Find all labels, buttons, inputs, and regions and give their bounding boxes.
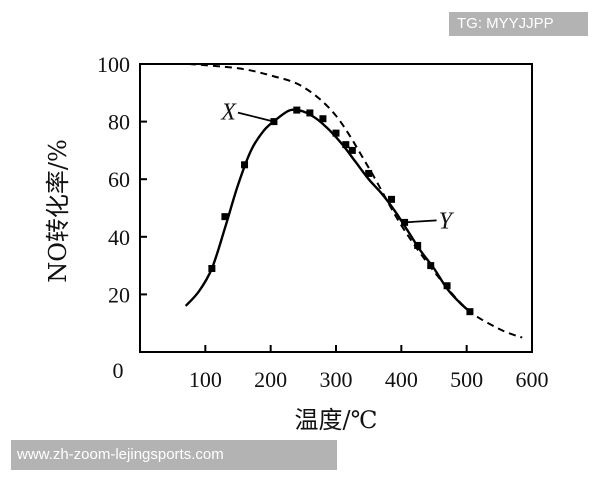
dashed-series-line	[188, 63, 523, 339]
data-point-marker	[319, 115, 327, 123]
y-tick-label: 80	[108, 110, 130, 135]
annotation-layer: XY	[220, 100, 454, 235]
point-label-y: Y	[439, 208, 455, 234]
data-point-marker	[241, 161, 249, 169]
plot-frame	[139, 63, 533, 353]
data-point-marker	[388, 195, 396, 203]
x-tick-label: 300	[320, 367, 353, 392]
annotation-leader-line	[237, 111, 275, 123]
y-tick-label: 100	[97, 52, 130, 77]
solid-series-line	[184, 108, 471, 313]
x-tick-label: 400	[385, 367, 418, 392]
data-point-marker	[342, 141, 350, 149]
data-point-marker	[414, 241, 422, 249]
data-point-marker	[365, 169, 373, 177]
data-point-marker	[348, 146, 356, 154]
x-tick-label: 600	[516, 367, 549, 392]
x-axis-title: 温度/℃	[295, 406, 378, 434]
x-tick-label: 200	[254, 367, 287, 392]
y-tick-label: 60	[108, 167, 130, 192]
y-axis-title: NO转化率/%	[44, 139, 72, 283]
watermark-top: TG: MYYJJPP	[449, 12, 588, 36]
y-axis-ticks: 20 40 60 80 100	[97, 52, 147, 307]
origin-label: 0	[113, 358, 124, 383]
series-layer	[184, 63, 523, 339]
x-axis-ticks: 100 200 300 400 500 600	[189, 345, 549, 392]
marker-layer	[208, 106, 474, 316]
x-tick-label: 500	[450, 367, 483, 392]
data-point-marker	[466, 308, 474, 316]
y-tick-label: 40	[108, 225, 130, 250]
data-point-marker	[332, 129, 340, 137]
data-point-marker	[293, 106, 301, 114]
data-point-marker	[427, 262, 435, 270]
data-point-marker	[443, 282, 451, 290]
data-point-marker	[306, 109, 314, 117]
point-label-x: X	[220, 100, 237, 126]
data-point-marker	[208, 264, 216, 272]
data-point-marker	[221, 213, 229, 221]
x-tick-label: 100	[189, 367, 222, 392]
watermark-bottom: www.zh-zoom-lejingsports.com	[11, 440, 337, 470]
y-tick-label: 20	[108, 282, 130, 307]
annotation-leader-line	[404, 219, 437, 224]
